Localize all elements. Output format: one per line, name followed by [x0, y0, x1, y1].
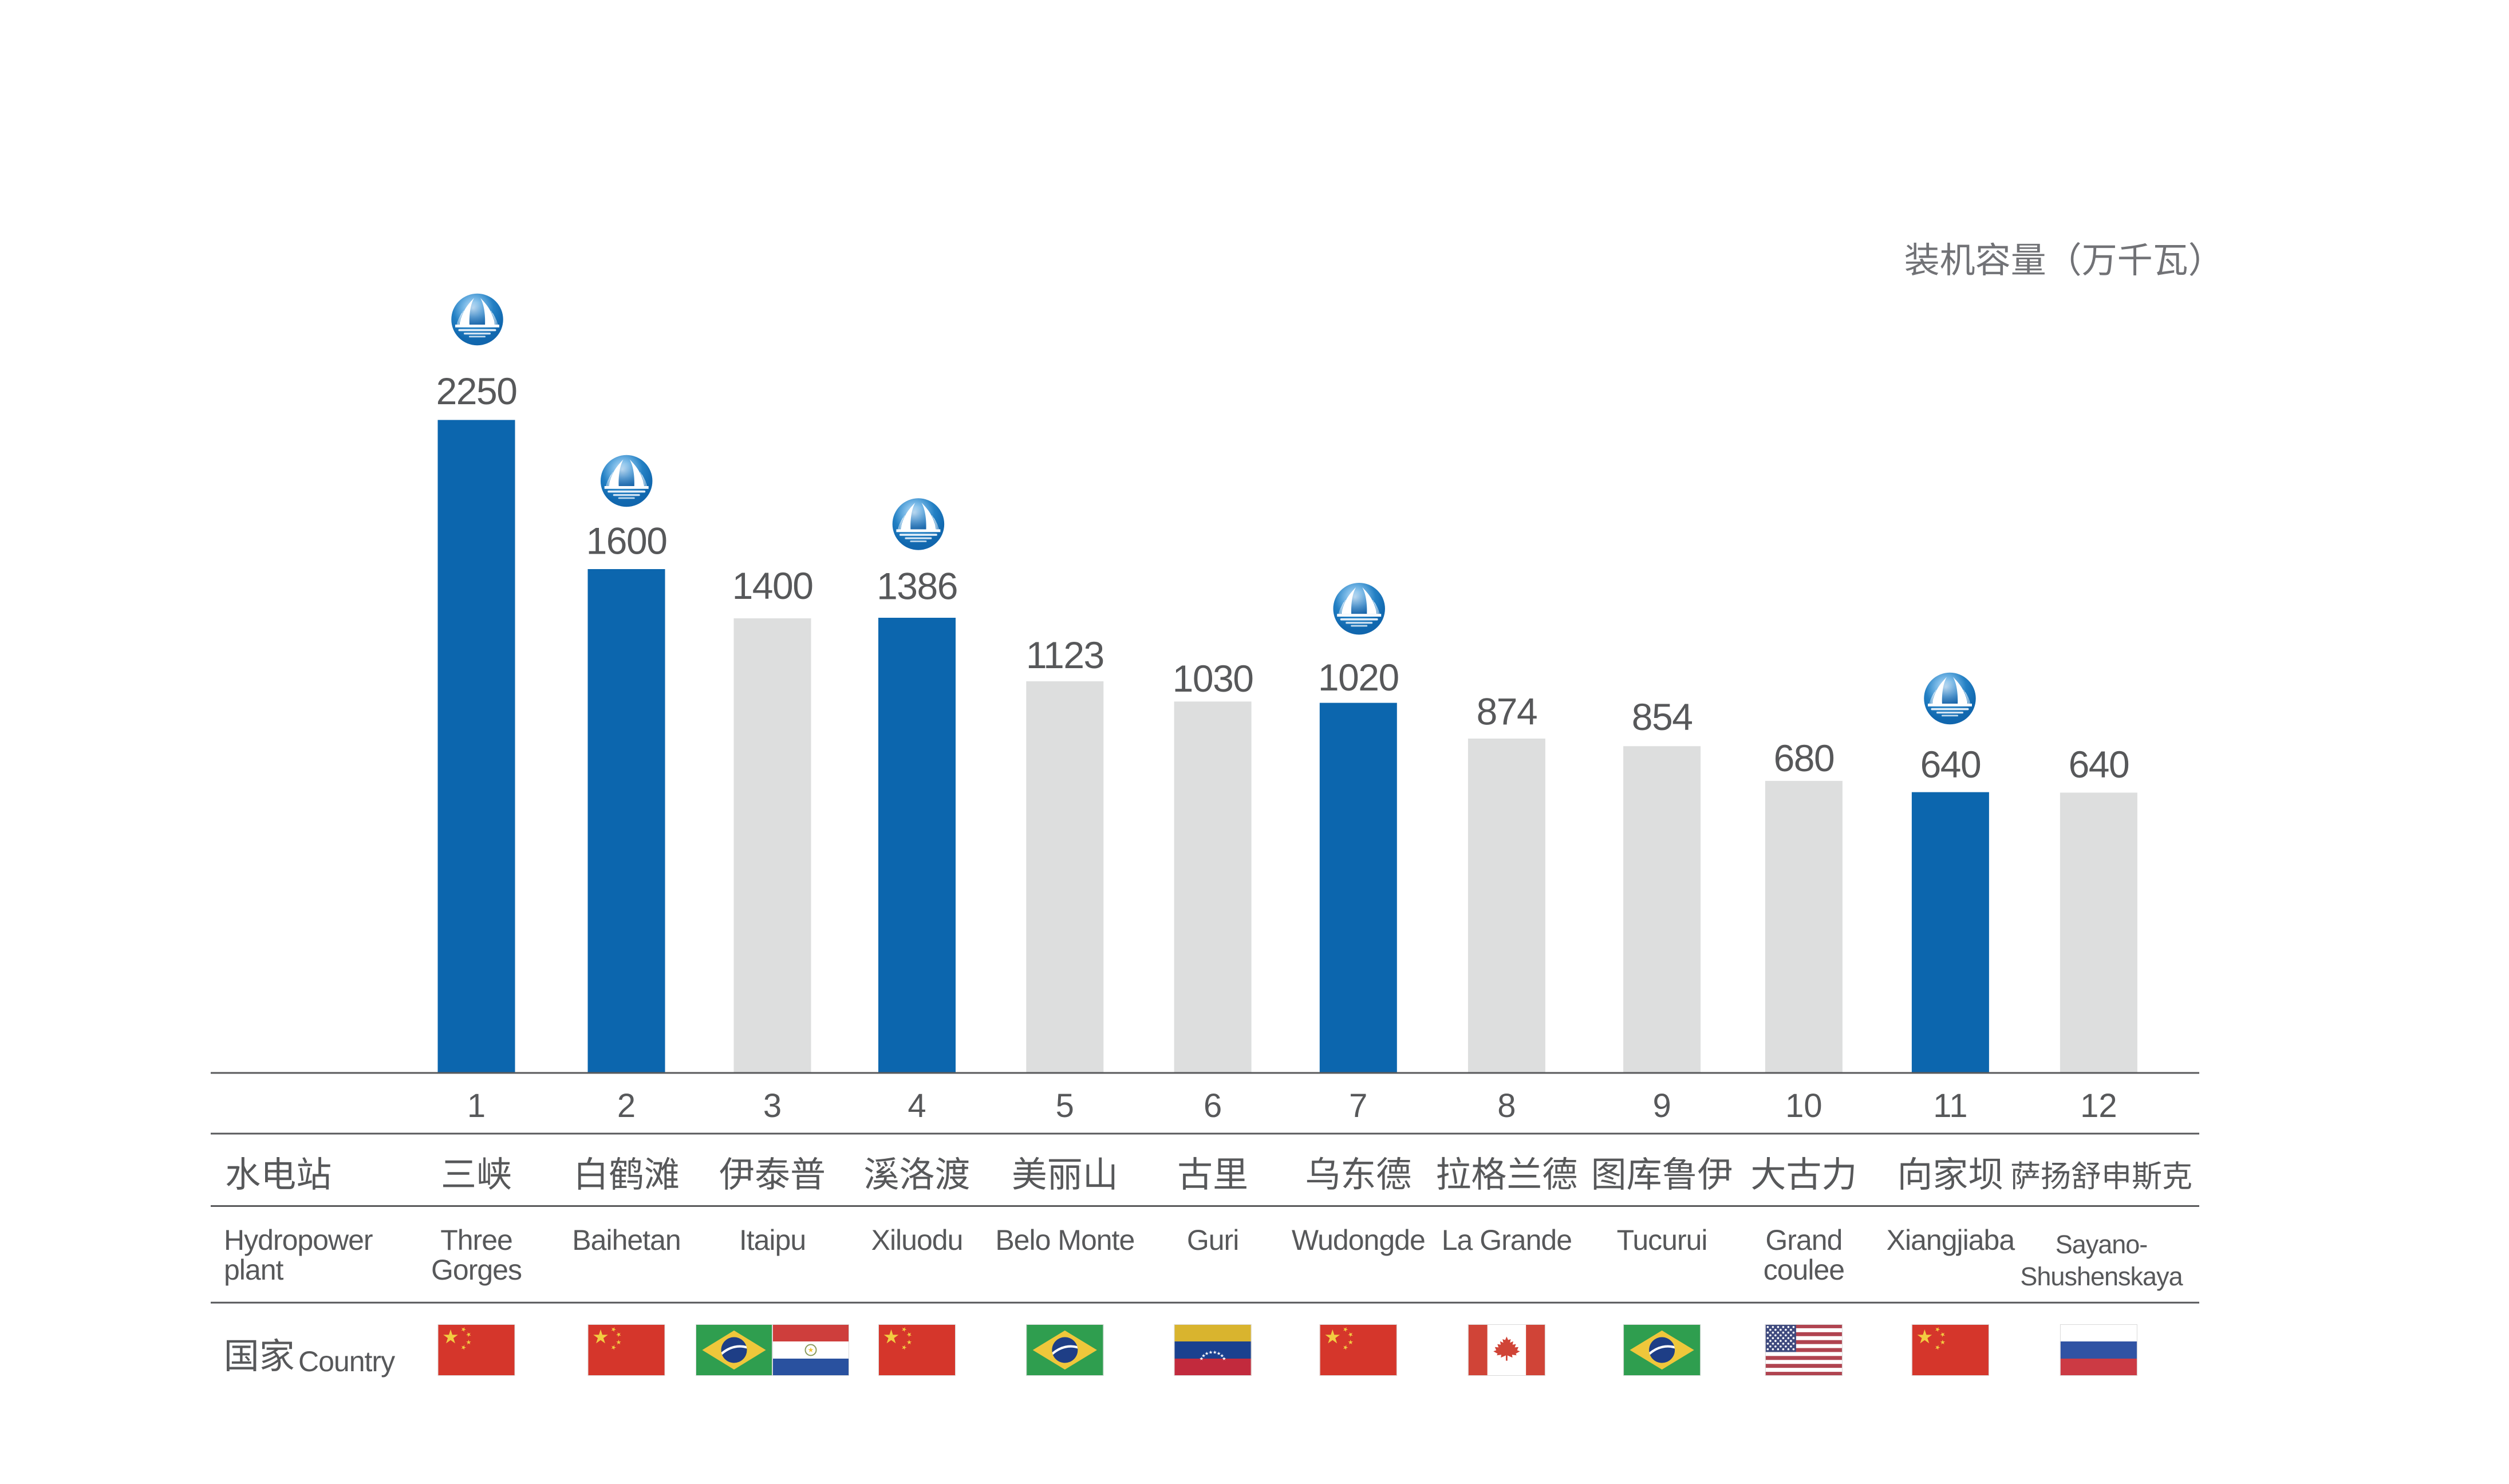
svg-text:Guri: Guri	[1187, 1224, 1238, 1256]
svg-text:1123: 1123	[1026, 634, 1104, 676]
svg-text:coulee: coulee	[1764, 1254, 1844, 1286]
svg-text:Shushenskaya: Shushenskaya	[2020, 1262, 2183, 1291]
svg-text:6: 6	[1204, 1087, 1222, 1124]
svg-text:Baihetan: Baihetan	[572, 1224, 680, 1256]
svg-text:680: 680	[1774, 737, 1835, 779]
svg-text:Gorges: Gorges	[431, 1254, 522, 1286]
svg-text:Itaipu: Itaipu	[739, 1224, 806, 1256]
svg-text:2250: 2250	[436, 370, 517, 412]
svg-text:874: 874	[1477, 690, 1537, 733]
svg-text:1600: 1600	[586, 519, 667, 562]
svg-text:12: 12	[2080, 1087, 2117, 1124]
svg-text:1: 1	[467, 1087, 486, 1124]
svg-text:Belo Monte: Belo Monte	[995, 1224, 1134, 1256]
svg-text:1030: 1030	[1173, 657, 1253, 700]
svg-text:7: 7	[1349, 1087, 1367, 1124]
svg-text:9: 9	[1652, 1087, 1671, 1124]
svg-text:3: 3	[763, 1087, 782, 1124]
svg-text:5: 5	[1056, 1087, 1074, 1124]
svg-text:1400: 1400	[732, 565, 813, 607]
svg-text:Wudongde: Wudongde	[1292, 1224, 1425, 1256]
svg-text:La Grande: La Grande	[1442, 1224, 1572, 1256]
svg-text:Xiangjiaba: Xiangjiaba	[1887, 1224, 2015, 1256]
svg-text:Country: Country	[298, 1345, 395, 1378]
svg-text:Sayano-: Sayano-	[2056, 1230, 2148, 1259]
svg-text:4: 4	[908, 1087, 926, 1124]
svg-text:10: 10	[1785, 1087, 1822, 1124]
svg-text:1020: 1020	[1318, 656, 1399, 698]
svg-text:Tucurui: Tucurui	[1617, 1224, 1707, 1256]
svg-text:8: 8	[1497, 1087, 1516, 1124]
svg-text:Hydropower: Hydropower	[224, 1224, 373, 1256]
svg-text:11: 11	[1933, 1087, 1967, 1124]
svg-text:Three: Three	[440, 1224, 512, 1256]
svg-text:plant: plant	[224, 1254, 284, 1286]
svg-text:Grand: Grand	[1765, 1224, 1842, 1256]
svg-text:640: 640	[2069, 743, 2129, 786]
svg-text:640: 640	[1920, 743, 1981, 786]
svg-text:1386: 1386	[877, 565, 957, 607]
svg-text:Xiluodu: Xiluodu	[871, 1224, 963, 1256]
svg-text:2: 2	[617, 1087, 636, 1124]
svg-text:854: 854	[1632, 696, 1693, 738]
